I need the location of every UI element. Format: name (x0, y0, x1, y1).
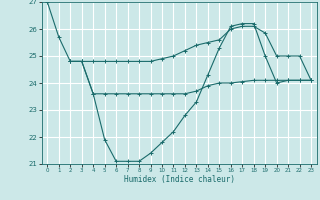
X-axis label: Humidex (Indice chaleur): Humidex (Indice chaleur) (124, 175, 235, 184)
